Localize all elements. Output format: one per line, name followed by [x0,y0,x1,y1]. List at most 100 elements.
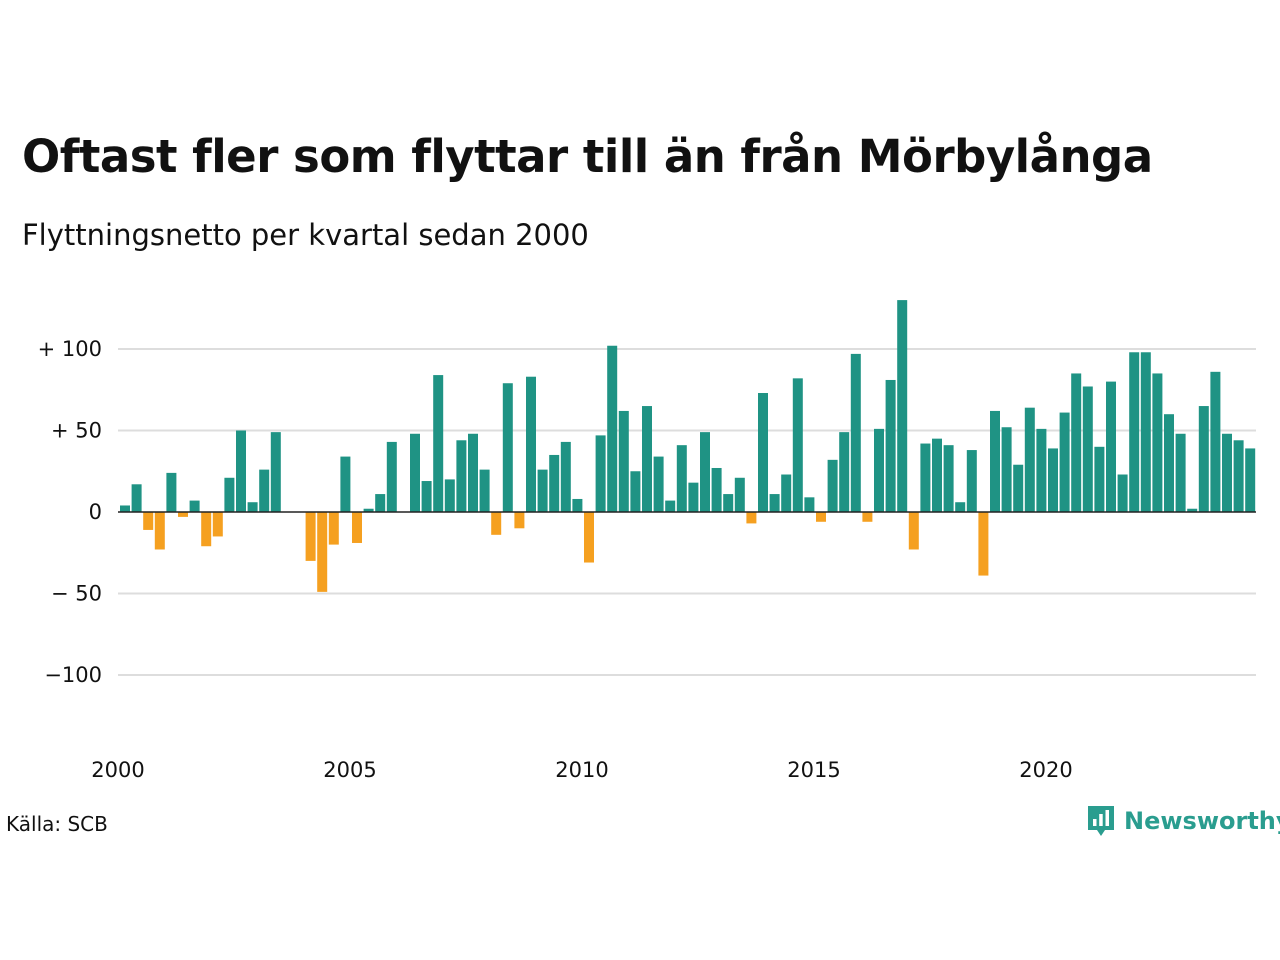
bar [758,393,768,512]
x-tick-label: 2010 [555,758,608,782]
bar [700,432,710,512]
bar [618,410,629,512]
bar [804,497,815,512]
y-axis-ticks: + 100 + 50 0 − 50 −100 [38,337,102,687]
bar [850,353,861,512]
x-tick-label: 2005 [323,758,376,782]
bar [920,443,931,512]
bar [154,512,165,550]
bar [1187,508,1198,512]
bar [1222,433,1232,512]
bar [874,428,884,512]
bar [1129,352,1140,512]
bar [607,345,618,512]
bar [990,410,1000,512]
bar [1013,464,1024,512]
bar [375,494,386,512]
bar [212,512,223,537]
y-tick-label: − 50 [51,582,102,606]
bar [1024,407,1035,512]
bar [201,512,212,547]
bar [131,484,142,512]
bar [955,502,966,512]
bar [328,512,339,545]
y-tick-label: + 50 [51,419,102,443]
bar [1164,414,1174,512]
bar [827,459,838,512]
bar [444,479,455,512]
bar [792,378,803,512]
bar [1140,352,1151,512]
bar [746,512,757,524]
bar [340,456,351,512]
bar [456,440,467,512]
bar [885,379,896,512]
bar [1001,427,1012,512]
bar [526,376,536,512]
bar [1082,386,1093,512]
bar [468,433,478,512]
x-tick-label: 2000 [91,758,144,782]
bar [1245,448,1256,512]
bar [120,505,130,512]
bar [908,512,919,550]
bar [897,300,908,512]
bar [363,508,374,512]
bar [572,498,583,512]
bar [259,469,270,512]
brand-logo[interactable]: Newsworthy [1086,804,1280,838]
bar [665,500,676,512]
brand-name: Newsworthy [1124,807,1280,835]
bar [653,456,664,512]
bar [816,512,826,522]
bar [166,472,177,512]
bar [305,512,316,561]
bar [1106,381,1116,512]
bar [491,512,502,535]
bar [676,445,687,512]
bar [630,471,641,512]
bar [352,512,362,543]
bar [711,467,722,512]
bar [1117,474,1128,512]
bar [978,512,989,576]
y-tick-label: −100 [44,663,102,687]
bar [1094,446,1105,512]
bar [410,433,420,512]
bar [1048,448,1058,512]
bar [781,474,792,512]
x-tick-label: 2020 [1019,758,1072,782]
bar [1036,428,1047,512]
bar [224,477,235,512]
bar [1059,412,1070,512]
x-axis-ticks: 2000 2005 2010 2015 2020 [91,758,1072,782]
bar [642,406,652,512]
bar [537,469,548,512]
bar [723,494,734,512]
bar [595,435,606,512]
bar [189,500,200,512]
chart-subtitle: Flyttningsnetto per kvartal sedan 2000 [22,218,589,252]
bar [479,469,490,512]
bar [236,430,246,512]
bar [143,512,154,530]
bars [120,300,1256,592]
bar-chart: + 100 + 50 0 − 50 −100 2000 2005 2010 2015 2020 [38,300,1256,782]
bar [178,512,188,517]
bar [932,438,942,512]
bar [502,383,513,512]
bar [839,432,850,512]
bar [1198,406,1209,512]
y-tick-label: + 100 [38,337,102,361]
bar [386,441,397,512]
bar [514,512,525,529]
bar [1152,373,1163,512]
bar [560,441,571,512]
bar [862,512,873,522]
newsworthy-logo-icon [1088,806,1114,836]
bar [584,512,594,563]
chart-title: Oftast fler som flyttar till än från Mör… [22,130,1153,183]
bar [433,375,444,512]
bar [1175,433,1186,512]
bar [688,482,699,512]
